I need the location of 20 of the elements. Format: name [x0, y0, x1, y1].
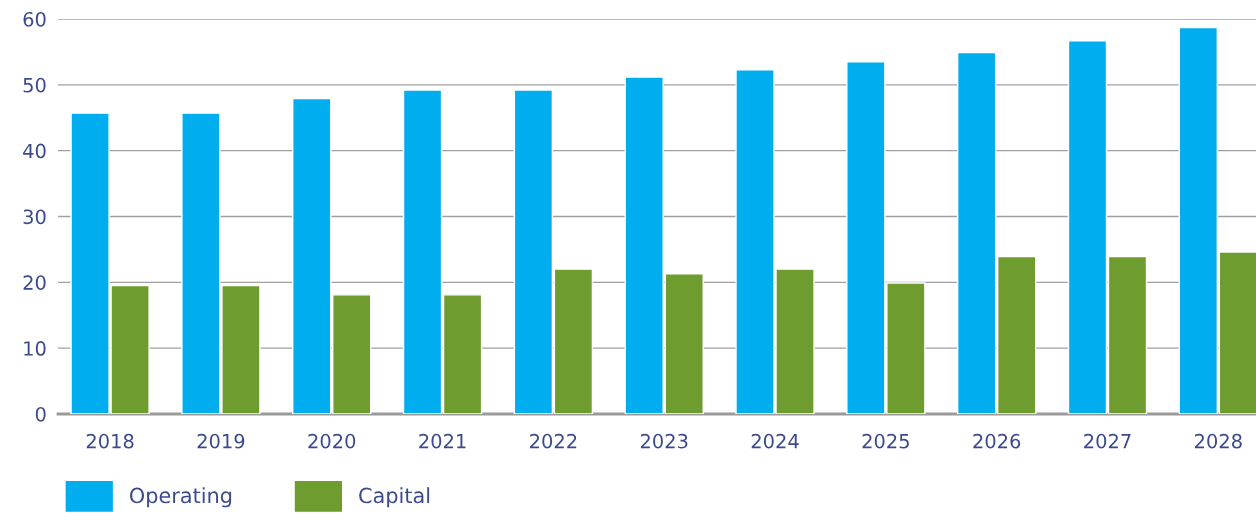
y-tick-label: 20 — [23, 275, 46, 290]
x-tick-label: 2021 — [419, 433, 466, 449]
x-tick-label: 2026 — [973, 433, 1021, 449]
y-tick-label: 0 — [35, 406, 46, 422]
x-tick-label: 2025 — [862, 433, 909, 449]
y-tick-label: 30 — [23, 209, 46, 225]
legend-label: Capital — [359, 487, 430, 508]
y-tick-label: 40 — [23, 143, 46, 159]
x-tick-label: 2018 — [86, 433, 134, 449]
x-tick-label: 2020 — [308, 433, 356, 449]
x-tick-label: 2023 — [640, 433, 688, 449]
x-tick-label: 2022 — [530, 433, 577, 449]
y-tick-label: 10 — [24, 341, 46, 356]
x-tick-label: 2028 — [1195, 433, 1242, 449]
y-tick-label: 50 — [23, 77, 46, 93]
y-tick-label: 60 — [23, 11, 46, 27]
x-tick-label: 2027 — [1084, 433, 1131, 449]
x-tick-label: 2019 — [197, 433, 245, 449]
legend-label: Operating — [130, 487, 232, 508]
x-tick-label: 2024 — [751, 433, 799, 449]
